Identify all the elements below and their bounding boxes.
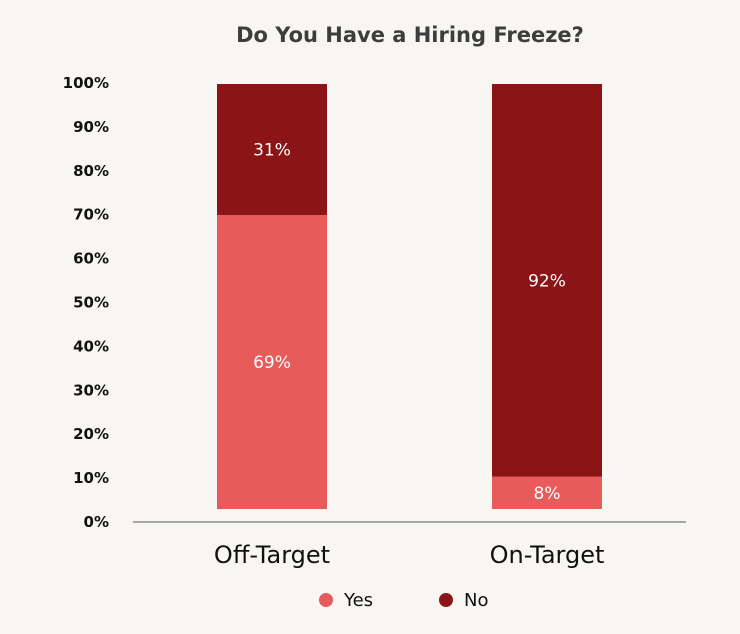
bar-on-target-no [492, 84, 602, 477]
legend-label-no: No [464, 590, 488, 611]
data-label: 31% [253, 140, 291, 160]
bar-on-target-yes [492, 476, 602, 509]
y-tick-label: 10% [73, 469, 109, 487]
y-tick-label: 0% [84, 513, 109, 531]
x-tick-label: On-Target [490, 541, 605, 569]
data-label: 92% [528, 271, 566, 291]
legend-swatch-no [439, 593, 453, 607]
y-tick-label: 50% [73, 294, 109, 312]
legend-label-yes: Yes [343, 590, 373, 611]
legend: Yes No [319, 590, 488, 611]
y-tick-label: 90% [73, 118, 109, 136]
y-tick-label: 40% [73, 337, 109, 355]
y-tick-label: 60% [73, 250, 109, 268]
y-tick-label: 30% [73, 381, 109, 399]
y-axis: 0% 10% 20% 30% 40% 50% 60% 70% 80% 90% 100% [63, 74, 109, 531]
x-axis: Off-Target On-Target [214, 541, 604, 569]
y-tick-label: 100% [63, 74, 109, 92]
y-tick-label: 20% [73, 425, 109, 443]
data-labels: 69% 31% 8% 92% [253, 140, 566, 503]
bars [217, 84, 602, 510]
x-tick-label: Off-Target [214, 541, 330, 569]
y-tick-label: 80% [73, 162, 109, 180]
data-label: 69% [253, 353, 291, 373]
chart-title: Do You Have a Hiring Freeze? [236, 23, 584, 47]
bar-off-target-yes [217, 214, 327, 510]
legend-swatch-yes [319, 593, 333, 607]
bar-off-target-no [217, 84, 327, 215]
data-label: 8% [534, 484, 561, 504]
y-tick-label: 70% [73, 206, 109, 224]
